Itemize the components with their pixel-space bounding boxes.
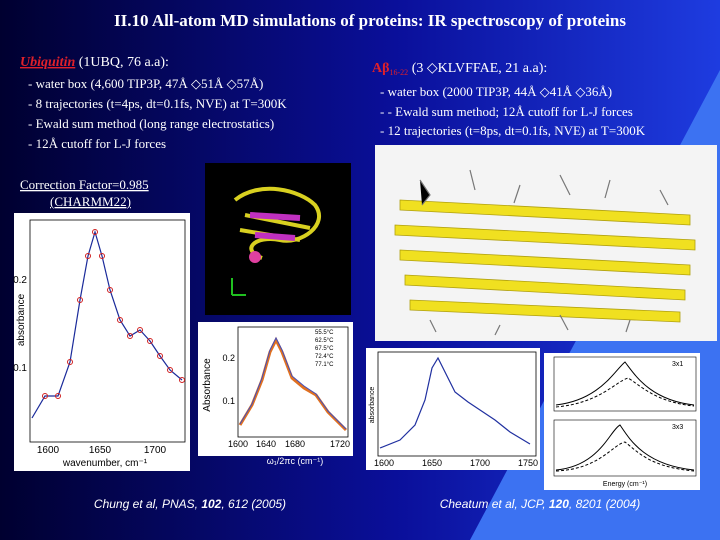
right-heading: Aβ16-22 (3 ◇KLVFFAE, 21 a.a): [372, 61, 547, 77]
x-label: ω₁/2πc (cm⁻¹) [267, 456, 324, 466]
y-label: absorbance [16, 293, 27, 346]
sheets [394, 199, 696, 323]
range: 16-22 [390, 68, 409, 77]
citation-text: Chung et al, PNAS, [94, 497, 201, 511]
heading: (1UBQ, 76 a.a): [75, 55, 169, 70]
sidechains [419, 169, 669, 336]
curve [238, 336, 348, 432]
labels: 3x1 3x3 Energy (cm⁻¹) [603, 361, 683, 488]
x-tick-label: 1640 [256, 439, 276, 449]
y-tick-label: 0.1 [222, 396, 235, 406]
y-label: absorbance [369, 387, 376, 424]
legend-entry: 67.5°C [315, 346, 334, 352]
atom [249, 251, 261, 263]
citation-volume: 102 [201, 497, 221, 511]
x-tick-label: 1650 [89, 445, 112, 456]
curve [31, 229, 183, 419]
y-tick-label: 0.1 [13, 363, 27, 374]
y-label: Absorbance [202, 358, 213, 412]
citation-text: , 612 (2005) [221, 497, 286, 511]
ticks: 1600 1650 1700 1750 absorbance [369, 387, 538, 468]
axes-icon [231, 278, 246, 296]
heading: (3 ◇KLVFFAE, 21 a.a): [408, 61, 547, 76]
markers [42, 229, 185, 399]
plot-bg [366, 348, 540, 470]
bullet: - water box (2000 TIP3P, 44Å ◇41Å ◇36Å) [380, 84, 612, 99]
greek: β [382, 61, 389, 76]
x-tick-label: 1680 [285, 439, 305, 449]
bullet: - - Ewald sum method; 12Å cutoff for L-J… [380, 104, 633, 119]
x-tick-label: 1650 [422, 458, 442, 468]
x-tick-label: 1750 [518, 458, 538, 468]
peptide-name: A [372, 61, 383, 76]
axes [29, 219, 186, 443]
correction: Correction Factor=0.985 [20, 177, 149, 192]
bullet: - water box (4,600 TIP3P, 47Å ◇51Å ◇57Å) [28, 76, 263, 91]
panel-label: 3x1 [672, 361, 683, 368]
citation-volume: 120 [549, 497, 569, 511]
curve [379, 356, 531, 449]
axes [237, 326, 349, 438]
x-tick-label: 1700 [470, 458, 490, 468]
title: II.10 All-atom MD simulations of protein… [114, 11, 626, 30]
ribbon-magenta [249, 212, 301, 241]
bullet: - 8 trajectories (t=4ps, dt=0.1fs, NVE) … [28, 96, 287, 111]
correction: (CHARMM22) [50, 194, 131, 209]
protein-name: Ubiquitin [20, 55, 75, 70]
plot-mid: 55.5°C 62.5°C 67.5°C 72.4°C 77.1°C 0.2 0… [198, 322, 353, 466]
right-bullets: - water box (2000 TIP3P, 44Å ◇41Å ◇36Å) … [380, 84, 646, 138]
x-label: wavenumber, cm⁻¹ [62, 458, 148, 469]
bullet: - Ewald sum method (long range electrost… [28, 116, 274, 131]
ticks: 0.2 0.1 1600 1650 1700 wavenumber, cm⁻¹ … [13, 275, 166, 469]
protein-image [205, 163, 351, 315]
x-tick-label: 1600 [37, 445, 60, 456]
plot-bg [14, 213, 190, 471]
y-tick-label: 0.2 [13, 275, 27, 286]
curve [555, 377, 695, 408]
peptide-image [375, 145, 717, 341]
citation-text: , 8201 (2004) [569, 497, 640, 511]
bullet: - 12Å cutoff for L-J forces [28, 136, 166, 151]
plot-small: 3x1 3x3 Energy (cm⁻¹) [544, 353, 700, 490]
curve [555, 361, 695, 406]
curve [555, 424, 695, 471]
plot-right: 1600 1650 1700 1750 absorbance [366, 348, 540, 470]
panel-label: 3x3 [672, 424, 683, 431]
y-tick-label: 0.2 [222, 353, 235, 363]
ticks: 0.2 0.1 1600 1640 1680 1720 ω₁/2πc (cm⁻¹… [202, 353, 350, 466]
x-tick-label: 1600 [228, 439, 248, 449]
x-tick-label: 1720 [330, 439, 350, 449]
left-bullets: - water box (4,600 TIP3P, 47Å ◇51Å ◇57Å)… [28, 76, 287, 151]
legend-entry: 55.5°C [315, 330, 334, 336]
legend-entry: 72.4°C [315, 354, 334, 360]
legend: 55.5°C 62.5°C 67.5°C 72.4°C 77.1°C [315, 330, 334, 368]
left-heading: Ubiquitin (1UBQ, 76 a.a): [20, 55, 169, 70]
bullet: - 12 trajectories (t=8ps, dt=0.1fs, NVE)… [380, 123, 646, 138]
curve [239, 336, 347, 430]
x-tick-label: 1600 [374, 458, 394, 468]
axes [553, 356, 697, 412]
x-label: Energy (cm⁻¹) [603, 481, 647, 488]
axes [377, 351, 537, 457]
curve [555, 441, 695, 472]
axes [553, 419, 697, 477]
plot-left: 0.2 0.1 1600 1650 1700 wavenumber, cm⁻¹ … [13, 213, 190, 471]
citation: Cheatum et al, JCP, 120, 8201 (2004) [440, 497, 641, 511]
legend-entry: 77.1°C [315, 362, 334, 368]
citation-text: Cheatum et al, JCP, [440, 497, 549, 511]
x-tick-label: 1700 [144, 445, 167, 456]
legend-entry: 62.5°C [315, 338, 334, 344]
citation: Chung et al, PNAS, 102, 612 (2005) [94, 497, 286, 511]
